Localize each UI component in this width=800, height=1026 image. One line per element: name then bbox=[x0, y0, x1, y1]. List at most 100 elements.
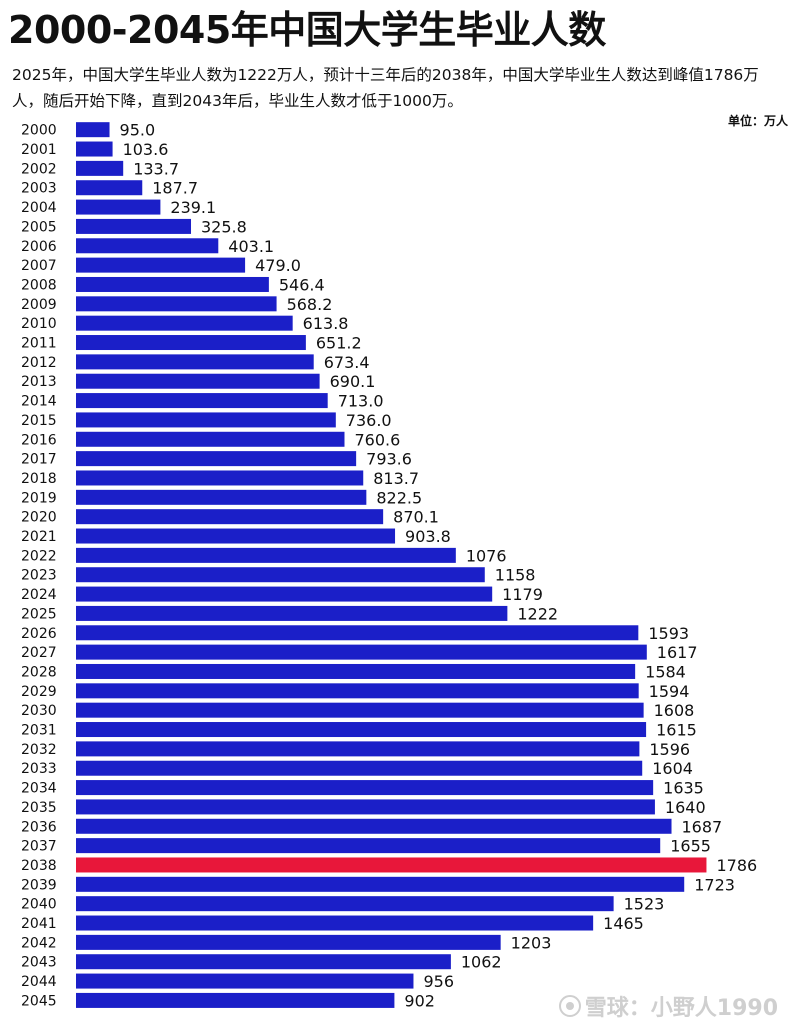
year-label: 2002 bbox=[21, 161, 57, 177]
value-label: 1222 bbox=[517, 604, 558, 623]
bar bbox=[76, 141, 113, 157]
bar bbox=[76, 586, 493, 602]
bar bbox=[76, 470, 364, 486]
value-label: 187.7 bbox=[152, 179, 198, 198]
year-label: 2027 bbox=[21, 645, 57, 661]
bar bbox=[76, 644, 647, 660]
bar-highlight bbox=[76, 857, 707, 873]
bar bbox=[76, 780, 654, 796]
year-label: 2040 bbox=[21, 897, 57, 913]
value-label: 1635 bbox=[663, 779, 704, 798]
bar bbox=[76, 180, 143, 196]
year-label: 2041 bbox=[21, 916, 57, 932]
year-label: 2032 bbox=[21, 742, 57, 758]
value-label: 690.1 bbox=[330, 372, 376, 391]
value-label: 736.0 bbox=[346, 411, 392, 430]
value-label: 1608 bbox=[654, 701, 695, 720]
bar bbox=[76, 412, 336, 428]
year-label: 2019 bbox=[21, 490, 57, 506]
value-label: 1594 bbox=[649, 682, 690, 701]
snowball-logo-icon bbox=[558, 995, 581, 1017]
year-label: 2035 bbox=[21, 800, 57, 816]
bar bbox=[76, 393, 328, 409]
year-label: 2038 bbox=[21, 858, 57, 874]
value-label: 568.2 bbox=[287, 295, 333, 314]
value-label: 713.0 bbox=[338, 392, 384, 411]
year-label: 2009 bbox=[21, 297, 57, 313]
year-label: 2004 bbox=[21, 200, 57, 216]
year-label: 2018 bbox=[21, 471, 57, 487]
year-label: 2025 bbox=[21, 606, 57, 622]
bar bbox=[76, 335, 306, 351]
bar bbox=[76, 199, 161, 215]
bar bbox=[76, 896, 614, 912]
year-label: 2034 bbox=[21, 781, 57, 797]
value-label: 651.2 bbox=[316, 334, 362, 353]
value-label: 1076 bbox=[466, 546, 507, 565]
year-label: 2029 bbox=[21, 684, 57, 700]
bar bbox=[76, 934, 501, 950]
value-label: 1615 bbox=[656, 721, 697, 740]
year-label: 2005 bbox=[21, 219, 57, 235]
watermark-text: 雪球：小野人1990 bbox=[584, 996, 778, 1021]
value-label: 133.7 bbox=[133, 159, 179, 178]
value-label: 1723 bbox=[694, 875, 735, 894]
bar bbox=[76, 722, 647, 738]
bar bbox=[76, 276, 269, 292]
bar bbox=[76, 122, 110, 138]
bar bbox=[76, 218, 192, 234]
year-label: 2017 bbox=[21, 452, 57, 468]
bar bbox=[76, 683, 639, 699]
value-label: 95.0 bbox=[120, 121, 156, 140]
bar bbox=[76, 160, 124, 176]
year-label: 2007 bbox=[21, 258, 57, 274]
year-label: 2021 bbox=[21, 529, 57, 545]
value-label: 1604 bbox=[652, 759, 693, 778]
value-label: 673.4 bbox=[324, 353, 370, 372]
value-label: 325.8 bbox=[201, 217, 247, 236]
bar bbox=[76, 431, 345, 447]
chart-subtitle: 2025年，中国大学生毕业人数为1222万人，预计十三年后的2038年，中国大学… bbox=[12, 66, 759, 110]
value-label: 813.7 bbox=[373, 469, 419, 488]
value-label: 1617 bbox=[657, 643, 698, 662]
value-label: 1523 bbox=[624, 895, 665, 914]
value-label: 1786 bbox=[716, 856, 757, 875]
year-label: 2043 bbox=[21, 955, 57, 971]
value-label: 1655 bbox=[670, 837, 711, 856]
year-label: 2016 bbox=[21, 432, 57, 448]
value-label: 1062 bbox=[461, 953, 502, 972]
bar bbox=[76, 489, 367, 505]
bar bbox=[76, 838, 661, 854]
value-label: 1596 bbox=[649, 740, 690, 759]
bar bbox=[76, 799, 655, 815]
bar bbox=[76, 509, 384, 525]
bar bbox=[76, 973, 414, 989]
year-label: 2015 bbox=[21, 413, 57, 429]
bar bbox=[76, 354, 314, 370]
year-label: 2022 bbox=[21, 548, 57, 564]
bar bbox=[76, 257, 246, 273]
bar bbox=[76, 605, 508, 621]
chart-title: 2000-2045年中国大学生毕业人数 bbox=[8, 8, 606, 52]
year-label: 2044 bbox=[21, 974, 57, 990]
year-label: 2028 bbox=[21, 664, 57, 680]
bar bbox=[76, 528, 396, 544]
year-label: 2013 bbox=[21, 374, 57, 390]
value-label: 793.6 bbox=[366, 450, 412, 469]
year-label: 2045 bbox=[21, 993, 57, 1009]
value-label: 1640 bbox=[665, 798, 706, 817]
bar bbox=[76, 451, 357, 467]
value-label: 902 bbox=[404, 991, 435, 1010]
year-label: 2026 bbox=[21, 626, 57, 642]
watermark: 雪球：小野人1990 bbox=[558, 990, 778, 1022]
value-label: 613.8 bbox=[303, 314, 349, 333]
bar bbox=[76, 296, 277, 312]
bar bbox=[76, 992, 395, 1008]
bar bbox=[76, 702, 644, 718]
value-label: 546.4 bbox=[279, 275, 325, 294]
year-label: 2006 bbox=[21, 239, 57, 255]
year-label: 2024 bbox=[21, 587, 57, 603]
year-label: 2003 bbox=[21, 181, 57, 197]
value-label: 479.0 bbox=[255, 256, 301, 275]
